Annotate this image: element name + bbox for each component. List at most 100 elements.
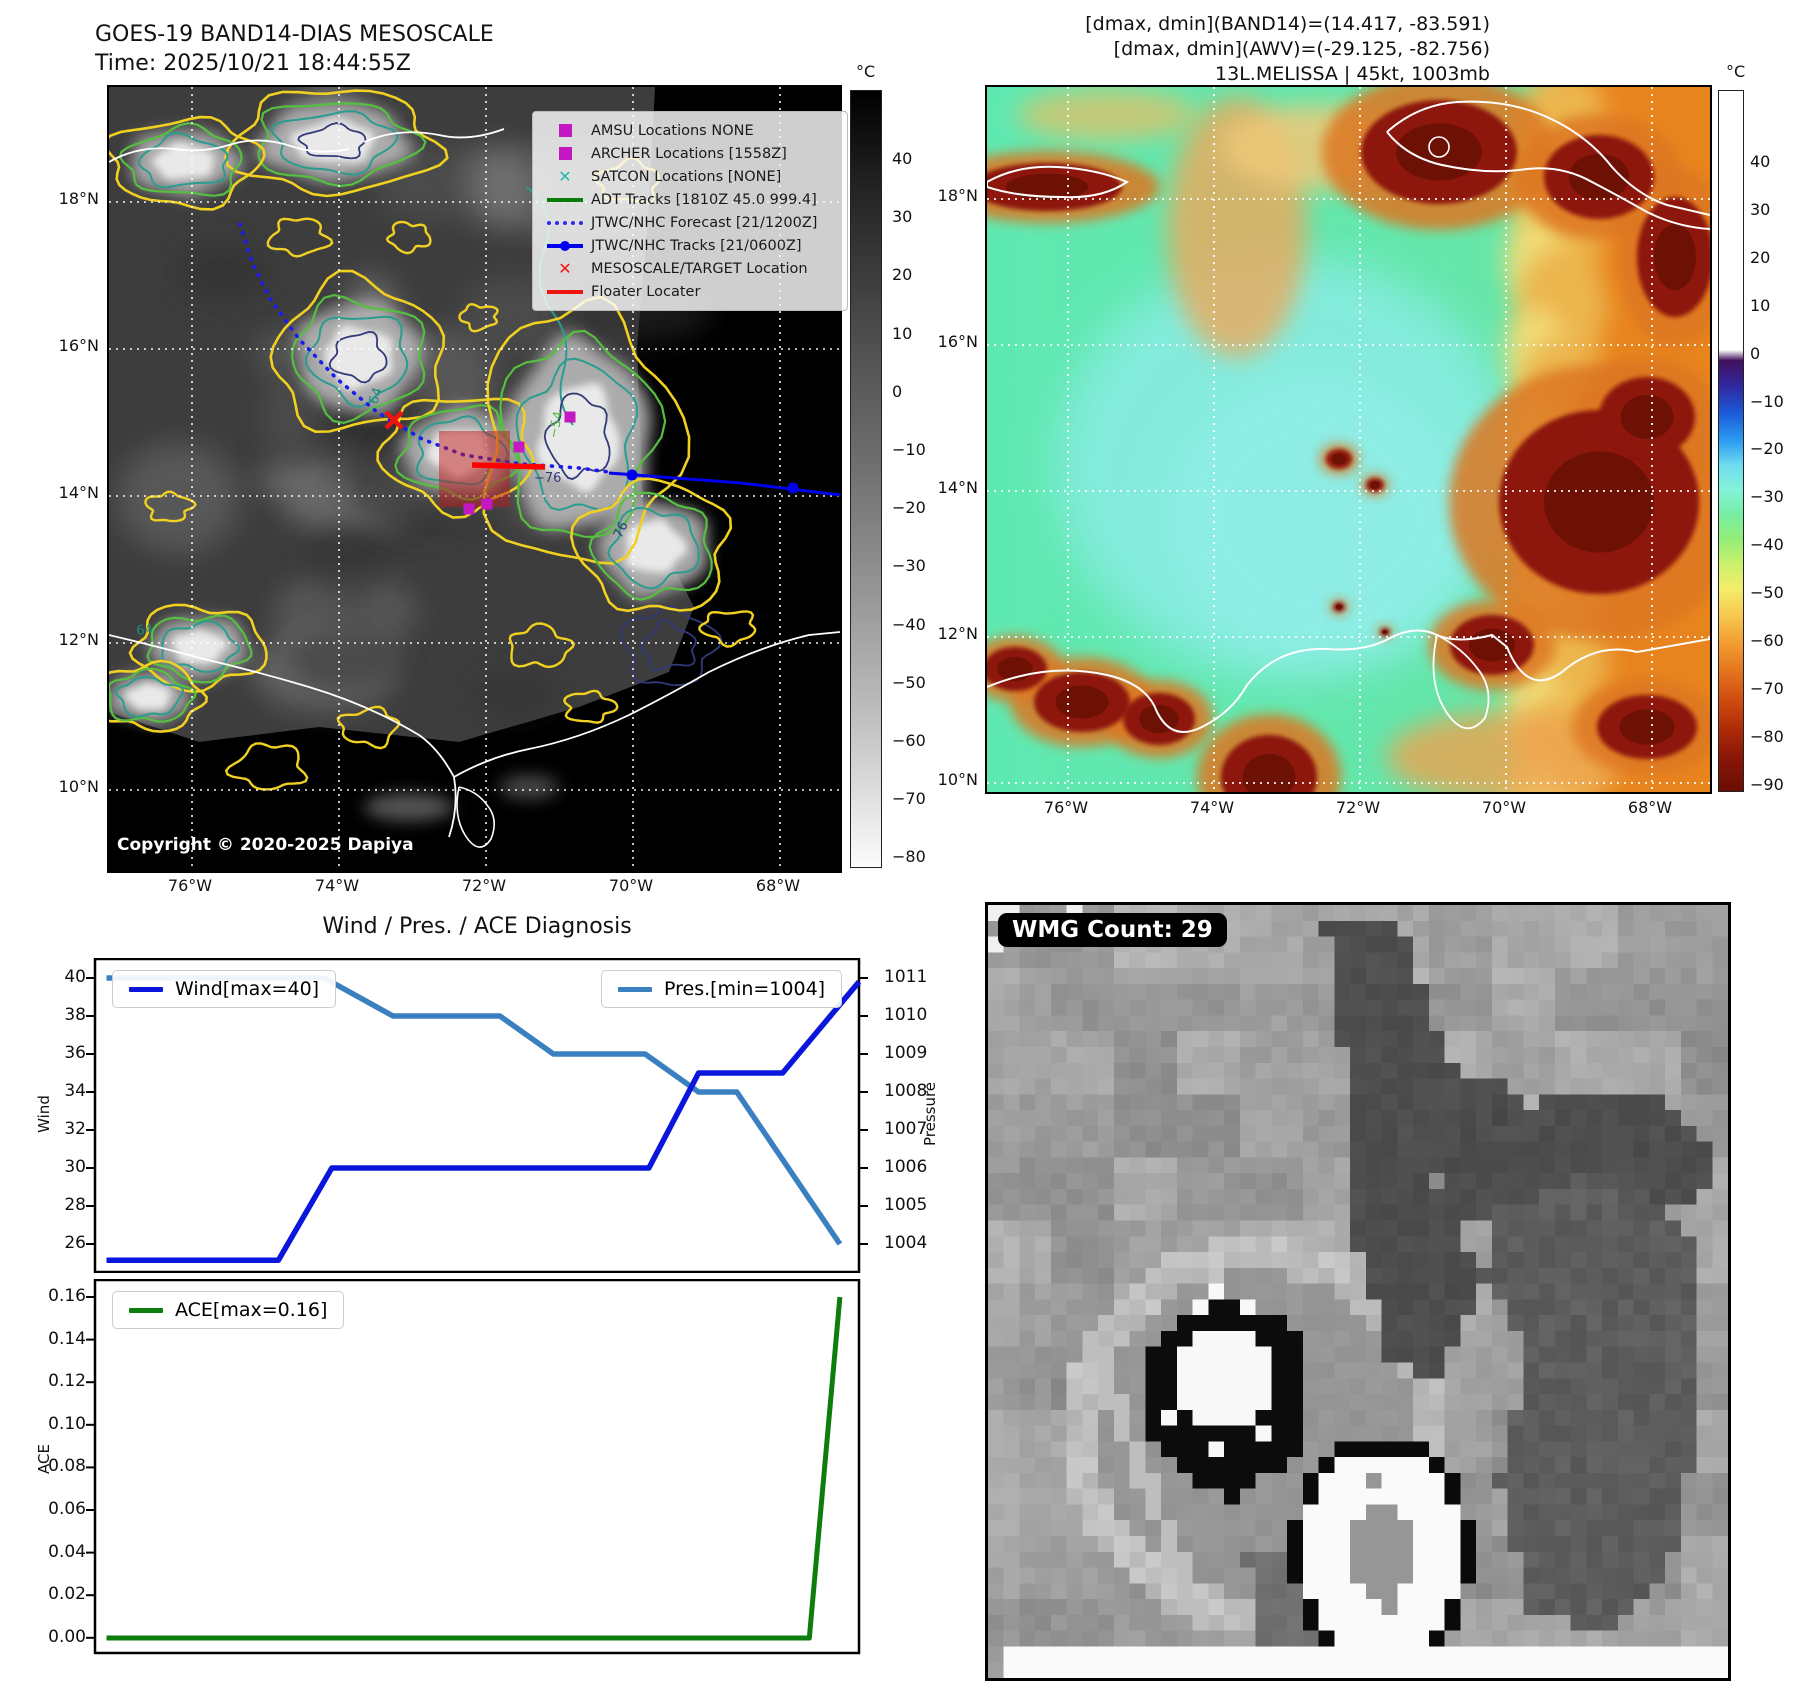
colorbar-tick: 0: [1750, 343, 1761, 363]
ace-tick: 0.00: [48, 1626, 86, 1647]
pressure-tick: 1006: [884, 1157, 928, 1177]
ace-tick: 0.06: [48, 1499, 86, 1519]
lon-label: 70°W: [608, 876, 654, 895]
lat-label: 10°N: [58, 777, 99, 796]
lon-label: 70°W: [1481, 798, 1527, 817]
dotted-icon: [539, 220, 591, 225]
colorbar-tick: −10: [892, 440, 926, 459]
lat-label: 18°N: [937, 186, 978, 205]
awv-satellite-map: [985, 85, 1712, 794]
pressure-legend-marker: [618, 986, 652, 992]
colorbar-tick: 20: [1750, 247, 1771, 267]
colorbar-tick: 30: [1750, 199, 1771, 219]
colorbar-tick: −70: [892, 789, 926, 809]
contour-label: −54: [546, 410, 566, 440]
wind-legend-marker: [129, 986, 163, 992]
dmax-awv: [dmax, dmin](AWV)=(-29.125, -82.756): [1113, 38, 1490, 60]
ace-tick: 0.12: [48, 1371, 86, 1392]
contour-label: 64: [135, 622, 153, 639]
wmg-pixel-image: [988, 905, 1728, 1678]
contour-label: −76: [534, 471, 561, 486]
lat-label: 14°N: [937, 478, 978, 497]
pressure-legend: Pres.[min=1004]: [601, 970, 843, 1008]
colorbar-tick: 40: [1750, 152, 1771, 171]
pressure-tick: 1005: [884, 1195, 928, 1215]
lat-label: 14°N: [58, 483, 99, 502]
legend-item-label: AMSU Locations NONE: [591, 122, 754, 139]
colorbar-tick: 0: [892, 381, 903, 401]
square-icon: [539, 124, 591, 137]
ace-tick: 0.08: [48, 1456, 86, 1477]
legend-item-label: JTWC/NHC Tracks [21/0600Z]: [591, 237, 802, 254]
legend-item-label: MESOSCALE/TARGET Location: [591, 260, 808, 277]
colorbar-tick: −40: [1750, 535, 1784, 555]
pressure-tick: 1009: [884, 1043, 928, 1063]
wmg-zoom-panel: [985, 902, 1731, 1681]
wind-tick: 26: [64, 1233, 86, 1253]
colorbar-tick: −90: [1750, 774, 1784, 794]
ace-tick: 0.04: [48, 1541, 86, 1562]
lon-label: 76°W: [1043, 798, 1089, 817]
pressure-tick: 1004: [884, 1233, 928, 1253]
awv-satellite-image: [987, 87, 1710, 792]
legend-item: ✕ MESOSCALE/TARGET Location: [539, 257, 837, 280]
lat-label: 10°N: [937, 770, 978, 789]
legend-item-label: JTWC/NHC Forecast [21/1200Z]: [591, 214, 818, 231]
lat-label: 18°N: [58, 189, 99, 208]
wind-tick: 34: [64, 1081, 86, 1101]
colorbar-tick: −80: [1750, 726, 1784, 746]
map-legend: AMSU Locations NONE ARCHER Locations [155…: [532, 111, 848, 311]
legend-item: ARCHER Locations [1558Z]: [539, 142, 837, 165]
band14-header: GOES-19 BAND14-DIAS MESOSCALE Time: 2025…: [95, 20, 494, 78]
ace-tick: 0.16: [48, 1286, 86, 1306]
pressure-legend-label: Pres.[min=1004]: [664, 978, 826, 1000]
legend-item-label: SATCON Locations [NONE]: [591, 168, 782, 185]
pressure-tick: 1007: [884, 1119, 928, 1139]
lon-label: 68°W: [755, 876, 801, 895]
cross-icon: ✕: [558, 258, 572, 278]
ace-legend: ACE[max=0.16]: [112, 1291, 345, 1329]
colorbar-tick: 30: [892, 207, 913, 227]
lon-label: 68°W: [1627, 798, 1673, 817]
diagnosis-title: Wind / Pres. / ACE Diagnosis: [322, 914, 632, 939]
colorbar-tick: −50: [1750, 583, 1784, 603]
storm-header: [dmax, dmin](BAND14)=(14.417, -83.591) […: [1085, 12, 1490, 87]
colorbar-tick: −30: [892, 556, 926, 576]
lon-label: 72°W: [461, 876, 507, 895]
storm-id: 13L.MELISSA | 45kt, 1003mb: [1215, 63, 1490, 85]
band14-colorbar: [850, 90, 882, 868]
legend-item-label: ADT Tracks [1810Z 45.0 999.4]: [591, 191, 817, 208]
pressure-axis-label: Pressure: [921, 1081, 939, 1147]
band14-satellite-map: 64 −76 76 −54 64 AMSU Locations NONE ARCHER L…: [107, 85, 848, 873]
dmax-band14: [dmax, dmin](BAND14)=(14.417, -83.591): [1085, 13, 1490, 35]
pressure-tick: 1008: [884, 1081, 928, 1101]
lat-label: 16°N: [58, 336, 99, 355]
wind-tick: 30: [64, 1157, 86, 1177]
colorbar-tick: 40: [892, 149, 913, 168]
colorbar-tick: −10: [1750, 391, 1784, 411]
colorbar-tick: −70: [1750, 678, 1784, 698]
colorbar-tick: −20: [1750, 439, 1784, 459]
colorbar-tick: 10: [1750, 295, 1771, 315]
legend-item: ✕ SATCON Locations [NONE]: [539, 165, 837, 188]
wind-axis-label: Wind: [35, 1095, 53, 1133]
legend-item: JTWC/NHC Forecast [21/1200Z]: [539, 211, 837, 234]
colorbar-tick: 10: [892, 323, 913, 343]
legend-item: AMSU Locations NONE: [539, 119, 837, 142]
lat-label: 12°N: [58, 630, 99, 649]
line-icon: [539, 289, 591, 294]
legend-item: JTWC/NHC Tracks [21/0600Z]: [539, 234, 837, 257]
wind-tick: 38: [64, 1005, 86, 1025]
band14-time: Time: 2025/10/21 18:44:55Z: [95, 51, 411, 76]
ace-tick: 0.10: [48, 1413, 86, 1434]
lon-label: 74°W: [1189, 798, 1235, 817]
colorbar-tick: 20: [892, 265, 913, 285]
wind-pressure-chart: [83, 958, 871, 1273]
colorbar-tick: −60: [1750, 631, 1784, 650]
ace-chart: [83, 1279, 871, 1655]
lon-label: 76°W: [167, 876, 213, 895]
lat-label: 16°N: [937, 332, 978, 351]
legend-item-label: Floater Locater: [591, 283, 701, 300]
colorbar-tick: −80: [892, 847, 926, 867]
